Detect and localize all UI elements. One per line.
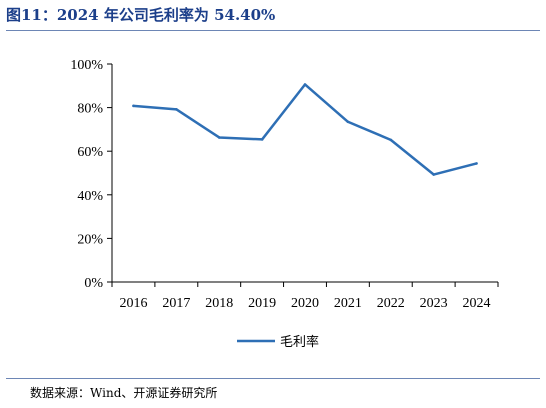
source-note: 数据来源：Wind、开源证券研究所: [30, 386, 218, 400]
series-layer: [132, 83, 478, 176]
data-point: [432, 173, 435, 176]
y-tick-label: 20%: [77, 232, 103, 247]
x-tick-label: 2020: [291, 296, 319, 311]
data-point: [346, 120, 350, 124]
data-point: [260, 138, 264, 141]
x-tick-label: 2017: [162, 296, 190, 311]
line-chart: 0%20%40%60%80%100% 2016 2017 2018 2019 2020 2…: [70, 58, 499, 350]
x-tick-label: 2016: [119, 296, 147, 311]
x-tick-label: 2018: [205, 296, 233, 311]
legend: 毛利率: [237, 334, 319, 350]
data-point: [132, 104, 135, 108]
x-tick-label: 2023: [420, 296, 448, 311]
data-point: [389, 138, 393, 142]
chart-title: 图11：2024 年公司毛利率为 54.40%: [6, 6, 276, 24]
data-point: [475, 162, 478, 165]
series-line: [133, 83, 477, 176]
source-divider: [6, 378, 540, 379]
y-tick-label: 0%: [84, 276, 103, 291]
y-tick-label: 40%: [77, 189, 103, 204]
y-axis: 0% 20% 40% 60% 80% 100%: [70, 58, 113, 291]
data-point: [175, 108, 178, 111]
title-divider: [6, 30, 540, 31]
legend-label: 毛利率: [280, 334, 319, 350]
data-point: [217, 136, 221, 139]
y-tick-label: 80%: [77, 102, 103, 117]
x-tick-label: 2024: [463, 296, 491, 311]
y-tick-label: 100%: [70, 58, 103, 73]
x-tick-label: 2021: [334, 296, 362, 311]
x-tick-label: 2022: [377, 296, 405, 311]
x-tick-label: 2019: [248, 296, 276, 311]
data-point: [303, 83, 307, 86]
y-tick-label: 60%: [77, 145, 103, 160]
x-axis: 2016 2017 2018 2019 2020 2021 2022 2023 2024: [111, 281, 499, 311]
